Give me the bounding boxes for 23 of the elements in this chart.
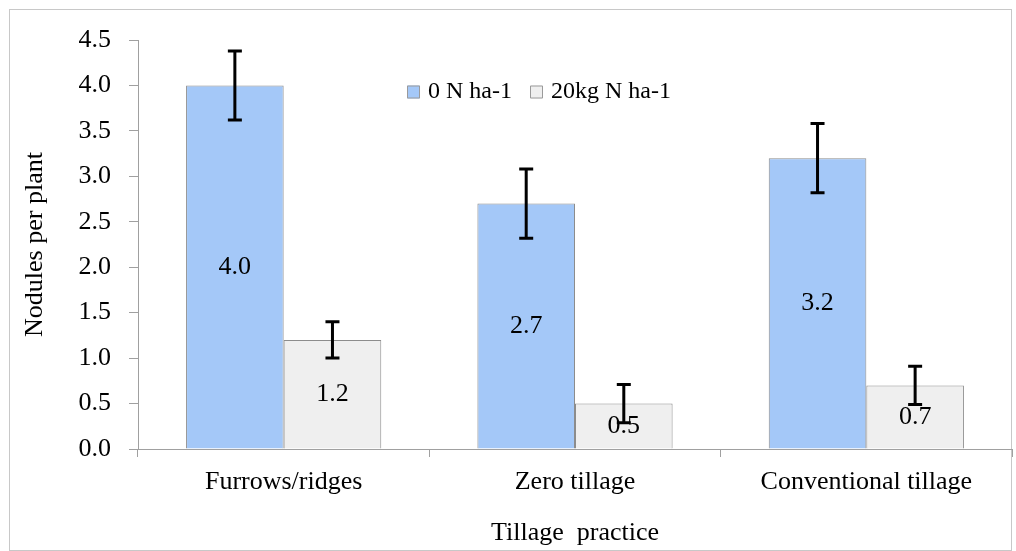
legend-label: 20kg N ha-1 bbox=[551, 77, 671, 104]
data-label: 4.0 bbox=[218, 250, 252, 280]
y-tick-label: 2.0 bbox=[78, 251, 111, 281]
data-label: 0.7 bbox=[898, 400, 932, 430]
data-label: 2.7 bbox=[509, 309, 543, 339]
y-tick-label: 3.5 bbox=[78, 114, 111, 144]
y-tick-label: 0.0 bbox=[78, 432, 111, 462]
y-tick-label: 4.5 bbox=[78, 23, 111, 53]
data-label: 0.5 bbox=[607, 409, 641, 439]
y-tick-label: 2.5 bbox=[78, 205, 111, 235]
x-tick-label: Zero tillage bbox=[514, 466, 636, 496]
legend-label: 0 N ha-1 bbox=[428, 77, 513, 104]
y-tick-label: 4.0 bbox=[78, 69, 111, 99]
y-tick-label: 0.5 bbox=[78, 387, 111, 417]
x-tick-label: Conventional tillage bbox=[760, 466, 973, 496]
data-label: 1.2 bbox=[316, 378, 349, 408]
data-label: 3.2 bbox=[801, 287, 834, 317]
x-axis-title: Tillage practice bbox=[491, 517, 659, 547]
y-tick-label: 1.0 bbox=[78, 341, 111, 371]
y-tick-label: 3.0 bbox=[78, 160, 111, 190]
x-tick-label: Furrows/ridges bbox=[204, 466, 363, 496]
y-axis-title: Nodules per plant bbox=[19, 151, 49, 337]
y-tick-label: 1.5 bbox=[78, 296, 111, 326]
